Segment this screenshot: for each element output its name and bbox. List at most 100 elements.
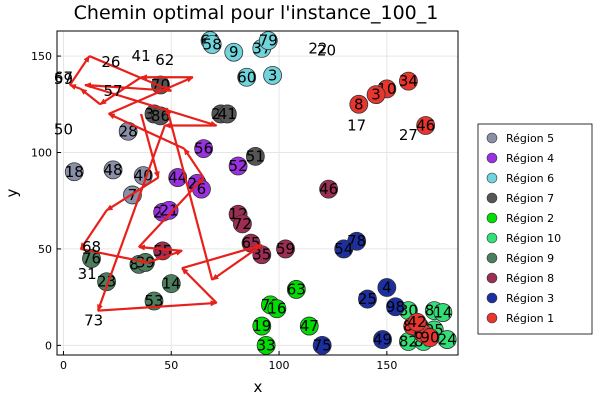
data-point (256, 335, 276, 355)
point-label: 33 (257, 336, 276, 354)
point-label: 18 (65, 163, 84, 181)
data-point (407, 312, 427, 332)
point-label: 58 (203, 36, 222, 54)
legend-label: Région 8 (506, 272, 554, 285)
point-label: 60 (237, 68, 256, 86)
route-segment (99, 76, 142, 106)
route-segment (211, 244, 263, 281)
data-point (168, 168, 188, 187)
route-segment (181, 243, 263, 270)
y-tick-label: 50 (38, 243, 52, 256)
point-label: 50 (54, 120, 73, 138)
point-label: 6 (197, 180, 207, 198)
data-point (245, 146, 265, 166)
route-segment (107, 112, 185, 150)
point-label: 46 (319, 180, 338, 198)
legend-marker (486, 292, 498, 304)
legend-marker (486, 212, 498, 224)
route-segment (147, 249, 183, 264)
point-label: 3 (371, 86, 381, 104)
point-label: 57 (104, 82, 123, 100)
data-point (299, 316, 319, 336)
route-segment (84, 82, 172, 92)
point-label: 44 (168, 169, 187, 187)
x-tick-label: 0 (60, 359, 67, 372)
point-label: 76 (82, 250, 101, 268)
point-label: 47 (300, 317, 319, 335)
data-point (159, 200, 179, 220)
point-label: 9 (229, 43, 239, 61)
plot-frame (56, 30, 459, 356)
y-tick-label: 100 (31, 147, 52, 160)
point-label: 35 (252, 246, 271, 264)
point-label: 75 (313, 336, 332, 354)
point-label: 24 (438, 331, 457, 349)
legend-marker (486, 232, 498, 244)
data-point (228, 156, 248, 176)
point-label: 79 (259, 32, 278, 50)
point-label: 42 (407, 313, 426, 331)
y-tick-label: 0 (45, 339, 52, 352)
point-label: 62 (155, 51, 174, 69)
data-point (267, 299, 287, 319)
x-axis-label: x (254, 378, 263, 396)
point-label: 82 (399, 333, 418, 351)
route-segment (105, 176, 159, 212)
data-point (252, 316, 272, 336)
legend-marker (486, 172, 498, 184)
point-label: 27 (399, 126, 418, 144)
point-label: 21 (160, 201, 179, 219)
point-label: 14 (433, 304, 452, 322)
data-point (366, 85, 386, 105)
point-label: 25 (358, 290, 377, 308)
point-label: 34 (399, 72, 418, 90)
legend-marker (486, 192, 498, 204)
legend-marker (486, 252, 498, 264)
data-point (202, 35, 222, 54)
data-points: 1848407285644266522021645893779603703686… (64, 31, 457, 355)
point-label: 22 (308, 39, 327, 57)
point-label: 4 (382, 279, 392, 297)
legend: Région 5 Région 4 Région 6 Région 7 Région 2… (477, 123, 593, 335)
data-point (433, 303, 453, 322)
legend-label: Région 3 (506, 292, 554, 305)
legend-marker (486, 312, 498, 324)
data-point (334, 239, 354, 259)
point-label: 3 (268, 66, 278, 84)
route-segment (79, 209, 108, 250)
data-point (217, 104, 237, 124)
point-label: 23 (97, 273, 116, 291)
point-label: 48 (104, 161, 123, 179)
legend-marker (486, 132, 498, 144)
point-label: 72 (233, 215, 252, 233)
point-label: 67 (54, 68, 73, 86)
route-segment (80, 247, 149, 265)
data-point (224, 42, 244, 62)
point-label: 46 (416, 117, 435, 135)
point-label: 28 (119, 122, 138, 140)
point-label: 59 (276, 240, 295, 258)
chart-title: Chemin optimal pour l'instance_100_1 (74, 2, 439, 24)
data-point (64, 162, 84, 182)
point-label: 20 (317, 41, 336, 59)
point-label: 53 (144, 292, 163, 310)
point-label: 90 (420, 329, 439, 347)
route-segment (108, 76, 194, 115)
point-label: 26 (101, 53, 120, 71)
route (68, 55, 263, 312)
point-label: 41 (218, 105, 237, 123)
point-label: 8 (354, 95, 364, 113)
route-segment (97, 300, 218, 312)
data-point (349, 94, 369, 114)
point-label: 59 (54, 70, 73, 88)
point-label: 52 (229, 157, 248, 175)
x-tick-label: 100 (269, 359, 290, 372)
route-segment (165, 107, 214, 281)
x-tick-label: 150 (376, 359, 397, 372)
point-label: 68 (82, 238, 101, 256)
data-point (377, 278, 397, 297)
y-tick-label: 150 (31, 50, 52, 63)
